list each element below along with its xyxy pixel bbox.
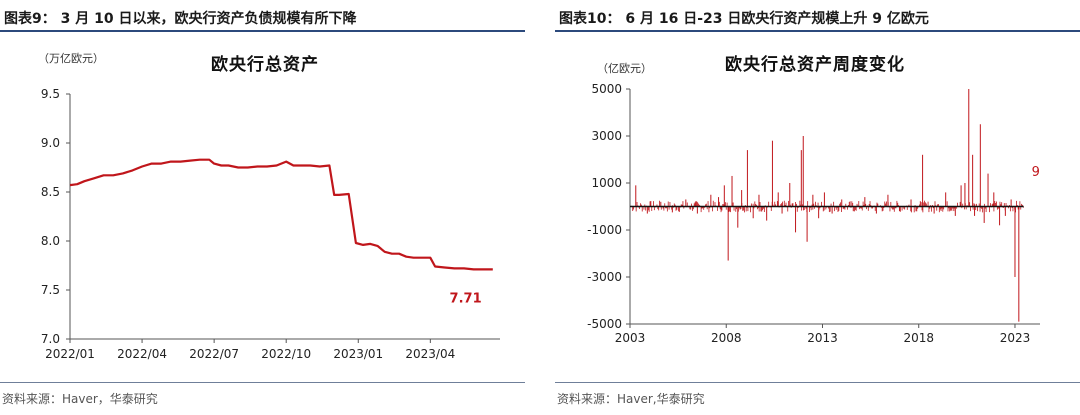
last-value-label: 7.71: [450, 291, 482, 306]
y-tick-label: 8.5: [41, 185, 60, 199]
y-tick-label: 5000: [591, 82, 622, 96]
y-tick-label: 7.5: [41, 283, 60, 297]
y-unit-label: （亿欧元）: [597, 62, 652, 75]
chart-title: 欧央行总资产: [211, 54, 319, 75]
y-tick-label: 8.0: [41, 234, 60, 248]
y-unit-label: （万亿欧元）: [38, 52, 104, 65]
title-rule: [555, 30, 1080, 32]
x-tick-label: 2003: [615, 331, 646, 345]
y-tick-label: -5000: [587, 317, 622, 331]
chart-title: 欧央行总资产周度变化: [725, 54, 905, 75]
y-tick-label: -3000: [587, 270, 622, 284]
x-tick-label: 2022/10: [261, 347, 311, 361]
figure-title: 图表10： 6 月 16 日-23 日欧央行资产规模上升 9 亿欧元: [559, 11, 929, 27]
y-tick-label: 9.5: [41, 87, 60, 101]
left-panel: 图表9： 3 月 10 日以来，欧央行资产负债规模有所下降 （万亿欧元） 欧央行总…: [0, 0, 525, 415]
x-tick-label: 2023/01: [333, 347, 383, 361]
y-tick-label: 3000: [591, 129, 622, 143]
right-panel: 图表10： 6 月 16 日-23 日欧央行资产规模上升 9 亿欧元 （亿欧元）…: [555, 0, 1080, 415]
figure-title: 图表9： 3 月 10 日以来，欧央行资产负债规模有所下降: [4, 11, 357, 27]
y-tick-label: 7.0: [41, 332, 60, 346]
source-rule: [0, 382, 525, 383]
x-tick-label: 2022/07: [189, 347, 239, 361]
title-rule: [0, 30, 525, 32]
source-note: 资料来源：Haver，华泰研究: [2, 392, 158, 406]
last-value-label: 9: [1032, 165, 1040, 180]
series-line: [69, 158, 493, 271]
weekly-change-bar-chart: （亿欧元） 欧央行总资产周度变化 5000 3000 1000 -1000 -3000 -50…: [587, 54, 1040, 345]
x-tick-label: 2023/04: [405, 347, 455, 361]
x-tick-label: 2022/04: [117, 347, 167, 361]
x-tick-label: 2022/01: [45, 347, 95, 361]
x-tick-label: 2013: [807, 331, 838, 345]
y-tick-label: 1000: [591, 176, 622, 190]
x-tick-label: 2008: [711, 331, 742, 345]
source-rule: [555, 382, 1080, 383]
y-tick-label: 9.0: [41, 136, 60, 150]
y-tick-label: -1000: [587, 223, 622, 237]
x-tick-label: 2023: [1000, 331, 1031, 345]
source-note: 资料来源：Haver,华泰研究: [557, 392, 705, 406]
x-tick-label: 2018: [903, 331, 934, 345]
